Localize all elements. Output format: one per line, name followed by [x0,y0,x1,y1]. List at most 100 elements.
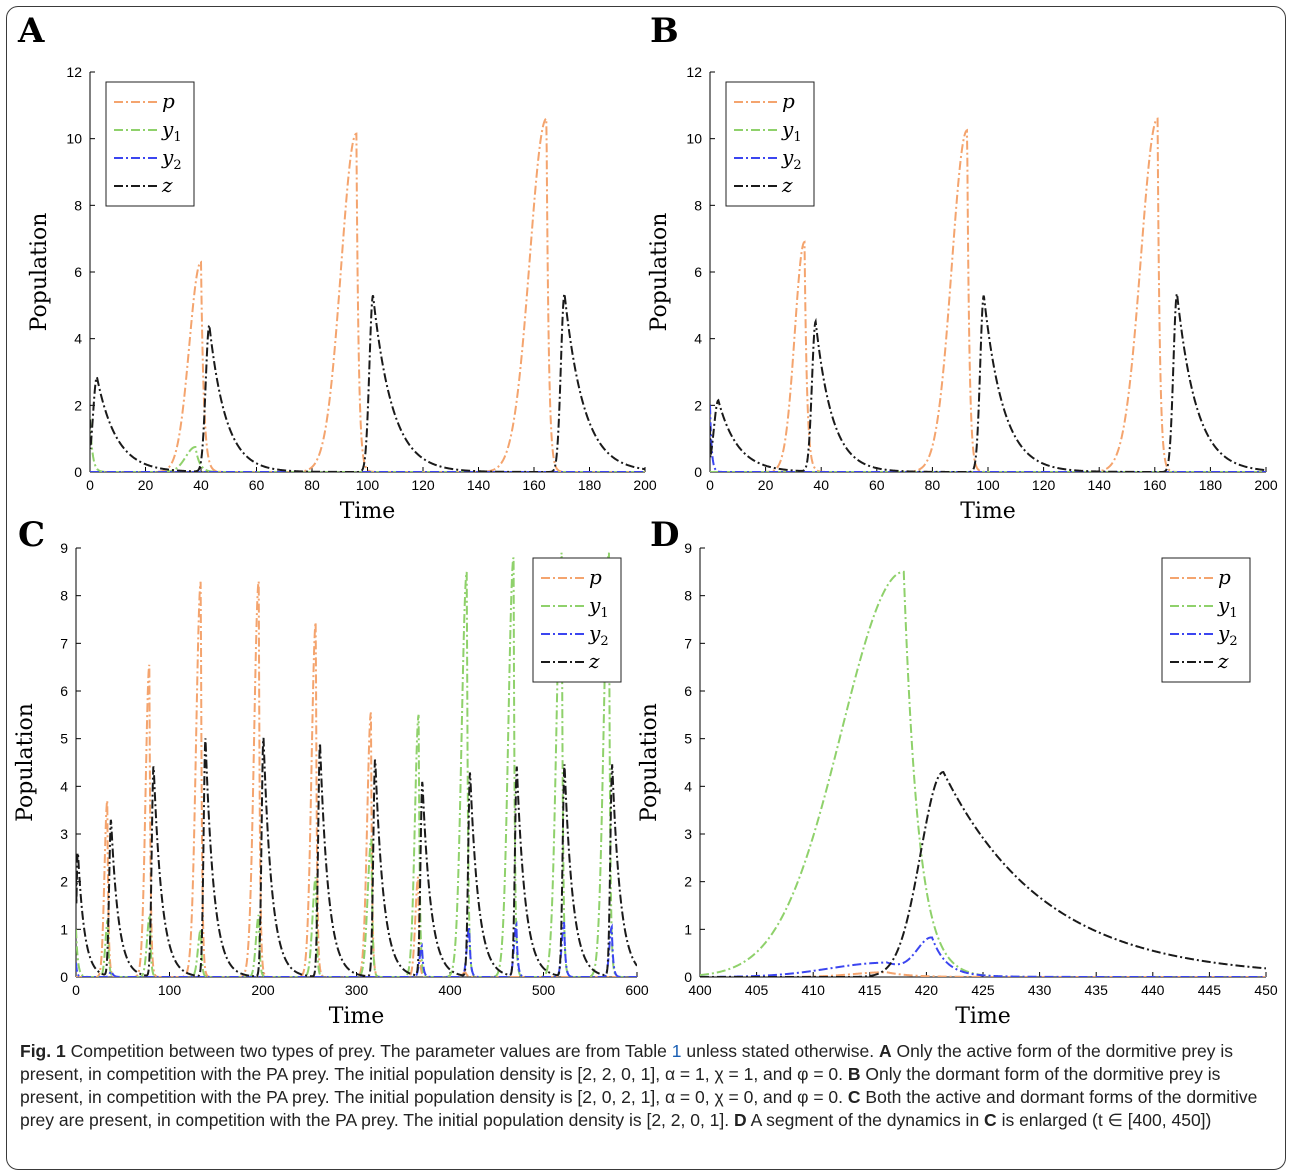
x-tick-label: 0 [86,477,94,493]
x-tick-label: 420 [915,982,939,998]
caption-c-label: C [847,1087,861,1107]
y-axis-label: Population [27,213,52,332]
y-tick-label: 4 [74,331,82,347]
legend-label-y2: y2 [1217,621,1238,649]
x-tick-label: 180 [1199,477,1223,493]
x-axis-label: Time [340,499,396,524]
x-tick-label: 435 [1085,982,1109,998]
caption-d-text2: is enlarged (t ∈ [400, 450]) [1001,1110,1212,1130]
legend-label-z: z [588,649,600,673]
x-tick-label: 415 [858,982,882,998]
x-tick-label: 440 [1141,982,1165,998]
y-tick-label: 7 [60,635,68,651]
x-tick-label: 180 [578,477,602,493]
panel-label: C [18,515,45,555]
y-tick-label: 4 [60,778,68,794]
caption-d-text: A segment of the dynamics in [750,1110,980,1130]
caption-b-label: B [847,1064,861,1084]
y-tick-label: 2 [60,874,68,890]
x-tick-label: 405 [745,982,769,998]
x-tick-label: 0 [706,477,714,493]
series-line-z [710,293,1266,472]
panel-a: A 0 20 40 60 80 100 120 140 160 180 200 0 2 4 6 8 10 12 Tim… [17,11,657,524]
y-tick-label: 4 [684,778,692,794]
y-tick-label: 6 [60,683,68,699]
y-tick-label: 0 [684,969,692,985]
x-tick-label: 60 [249,477,265,493]
y-axis-label: Population [647,213,672,332]
caption-a-label: A [878,1041,892,1061]
y-tick-label: 3 [60,826,68,842]
caption-intro: Competition between two types of prey. T… [70,1041,667,1061]
x-tick-label: 200 [1254,477,1278,493]
series-line-p [90,117,645,472]
panel-d: D 400 405 410 415 420 425 430 435 440 445 450 0 1 2 3 4 5… [637,515,1278,1029]
y-tick-label: 8 [684,588,692,604]
legend-label-y2: y2 [588,621,609,649]
x-tick-label: 160 [522,477,546,493]
y-tick-label: 10 [686,131,702,147]
y-tick-label: 0 [694,464,702,480]
caption-d-label: D [734,1110,747,1130]
x-tick-label: 410 [802,982,826,998]
x-tick-label: 430 [1028,982,1052,998]
y-tick-label: 12 [66,64,82,80]
figure-panels: A0 20 40 60 80 100 120 140 160 180 200024681012Tim… [13,11,1278,1029]
legend-label-p: p [589,565,602,589]
x-tick-label: 445 [1198,982,1222,998]
y-tick-label: 5 [60,731,68,747]
x-tick-label: 100 [158,982,182,998]
legend-label-z: z [161,173,173,197]
x-tick-label: 450 [1254,982,1278,998]
x-tick-label: 300 [345,982,369,998]
x-tick-label: 140 [467,477,491,493]
x-tick-label: 80 [925,477,941,493]
series-line-y2 [76,920,637,977]
caption-c-text: Both the active and dormant forms of the… [20,1087,1258,1130]
y-tick-label: 0 [74,464,82,480]
y-tick-label: 6 [684,683,692,699]
legend-label-z: z [1217,649,1229,673]
y-tick-label: 6 [74,264,82,280]
caption-d-ref: C [984,1110,997,1130]
series-line-y2 [700,936,1266,977]
caption-table-link[interactable]: 1 [671,1041,682,1061]
y-tick-label: 4 [694,331,702,347]
x-axis-label: Time [329,1004,385,1029]
y-tick-label: 6 [694,264,702,280]
legend-label-y1: y1 [781,117,802,145]
x-tick-label: 40 [813,477,829,493]
y-tick-label: 1 [684,921,692,937]
y-tick-label: 8 [60,588,68,604]
x-tick-label: 20 [758,477,774,493]
y-tick-label: 9 [60,540,68,556]
x-axis-label: Time [960,499,1016,524]
y-axis-label: Population [637,703,662,822]
x-tick-label: 140 [1088,477,1112,493]
x-tick-label: 400 [438,982,462,998]
y-axis-label: Population [13,703,38,822]
x-tick-label: 120 [411,477,435,493]
x-tick-label: 20 [138,477,154,493]
caption-a-text: Only the active form of the dormitive pr… [20,1041,1234,1084]
caption-after-ref: unless stated otherwise. [686,1041,875,1061]
y-tick-label: 8 [694,197,702,213]
y-tick-label: 1 [60,921,68,937]
series-line-z [700,770,1266,977]
panel-label: D [650,515,679,555]
legend-label-y2: y2 [161,145,182,173]
y-tick-label: 7 [684,635,692,651]
y-tick-label: 2 [74,397,82,413]
x-tick-label: 40 [193,477,209,493]
legend-label-p: p [162,89,175,113]
x-tick-label: 0 [72,982,80,998]
x-tick-label: 60 [869,477,885,493]
legend-label-y1: y1 [161,117,182,145]
legend-label-y2: y2 [781,145,802,173]
y-tick-label: 9 [684,540,692,556]
x-tick-label: 425 [971,982,995,998]
x-tick-label: 100 [356,477,380,493]
caption-fig-label: Fig. 1 [20,1041,66,1061]
y-tick-label: 2 [694,397,702,413]
x-tick-label: 120 [1032,477,1056,493]
